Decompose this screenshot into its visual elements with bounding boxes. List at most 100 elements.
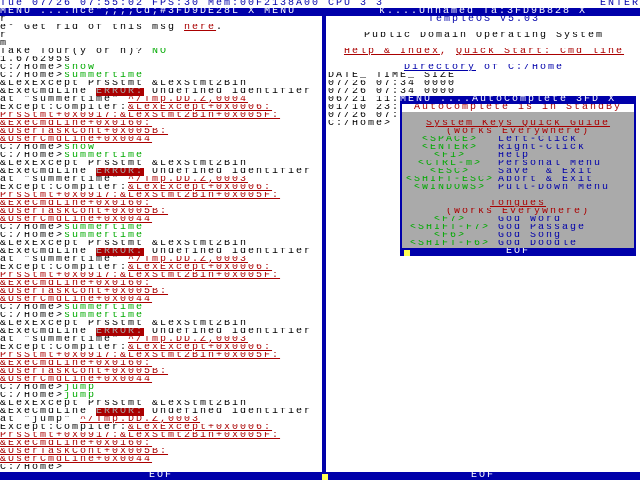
text-segment[interactable]: &LexStmt2Bin+0x005F:: [120, 432, 281, 440]
text-segment[interactable]: &ExeCmdLine+0x0160:: [0, 360, 153, 368]
menu[interactable]: MENU: [0, 8, 33, 16]
text-line: PrsStmt+0x0917:&LexStmt2Bin+0x005F:: [0, 432, 322, 440]
right-window: TempleOS V5.03 Public Domain Operating Sy…: [328, 16, 640, 472]
text-segment[interactable]: &LexExcept+0x0006:: [128, 104, 273, 112]
text-line: Except:Compiler:&LexExcept+0x0006:: [0, 104, 322, 112]
text-segment[interactable]: PrsStmt+0x0917:: [0, 352, 121, 360]
text-segment[interactable]: Tongues: [489, 200, 546, 208]
text-segment: ERROR:: [96, 328, 145, 336]
text-segment[interactable]: &ExeCmdLine+0x0160:: [0, 280, 153, 288]
text-segment: 07/26 07:34 0000: [328, 80, 457, 88]
text-segment[interactable]: Quick Start: Cmd line: [456, 48, 625, 56]
text-segment: Except:Compiler:: [0, 424, 129, 432]
text-segment[interactable]: System Keys Quick Guide: [425, 120, 611, 128]
text-line: <CTRL-m> Personal Menu: [402, 160, 634, 168]
text-segment[interactable]: PrsStmt+0x0917:: [0, 192, 121, 200]
text-line: &ExeCmdLine ERROR: Undefined identifier: [0, 88, 322, 96]
text-segment: C:/Home>: [0, 232, 65, 240]
text-line: &LexExcept PrsStmt &LexStmt2Bin: [0, 400, 322, 408]
text-segment[interactable]: &UserTaskCont+0x005B:: [0, 368, 169, 376]
text-line: PrsStmt+0x0917:&LexStmt2Bin+0x005F:: [0, 352, 322, 360]
text-segment[interactable]: &LexExcept+0x0006:: [128, 264, 273, 272]
text-segment: at "jump": [0, 416, 81, 424]
text-segment[interactable]: Help & Index: [343, 48, 440, 56]
text-line: r: [0, 16, 322, 24]
text-segment[interactable]: &LexStmt2Bin+0x005F:: [120, 352, 281, 360]
text-segment: &LexExcept PrsStmt &LexStmt2Bin: [0, 400, 249, 408]
text-segment[interactable]: PrsStmt+0x0917:: [0, 272, 121, 280]
text-segment[interactable]: &ExeCmdLine+0x0160:: [0, 200, 153, 208]
text-line: &UserCmdLine+0x0044: [0, 216, 322, 224]
text-line: PrsStmt+0x0917:&LexStmt2Bin+0x005F:: [0, 112, 322, 120]
text-segment[interactable]: &LexExcept+0x0006:: [128, 424, 273, 432]
text-segment[interactable]: &UserCmdLine+0x0044: [0, 376, 153, 384]
text-segment[interactable]: ^/Tmp.DD.Z,0003: [128, 176, 249, 184]
text-line: Help & Index, Quick Start: Cmd line: [328, 48, 640, 56]
text-segment: God Passage: [498, 224, 587, 232]
text-segment[interactable]: PrsStmt+0x0917:: [0, 112, 121, 120]
text-line: &UserTaskCont+0x005B:: [0, 448, 322, 456]
text-segment[interactable]: &ExeCmdLine+0x0160:: [0, 440, 153, 448]
status-text: Tue 07/26 07:55:02 FPS:30 Mem:00F2138A00…: [0, 0, 385, 8]
text-segment[interactable]: &UserTaskCont+0x005B:: [0, 128, 169, 136]
menu[interactable]: MENU: [400, 96, 433, 104]
text-line: <F7> God Word: [402, 216, 634, 224]
left-window: r e* Get rid of this msg here. r m Take Tour…: [0, 16, 322, 472]
text-segment: (Works Everywhere): [445, 128, 591, 136]
close-button[interactable]: X: [608, 96, 617, 104]
text-segment[interactable]: Directory: [403, 64, 476, 72]
text-segment[interactable]: &LexStmt2Bin+0x005F:: [120, 192, 281, 200]
text-segment[interactable]: &UserTaskCont+0x005B:: [0, 288, 169, 296]
text-line: &LexExcept PrsStmt &LexStmt2Bin: [0, 160, 322, 168]
text-line: <WINDOWS> Pull-Down Menu: [402, 184, 634, 192]
text-segment[interactable]: &LexExcept+0x0006:: [128, 344, 273, 352]
text-line: Except:Compiler:&LexExcept+0x0006:: [0, 424, 322, 432]
text-line: <SHIFT-F7> God Passage: [402, 224, 634, 232]
text-segment[interactable]: ^/Tmp.DD.Z,0003: [128, 256, 249, 264]
text-segment: m: [0, 40, 9, 48]
close-button[interactable]: X: [579, 8, 588, 16]
text-segment: summertime: [64, 72, 145, 80]
text-segment[interactable]: ^/Tmp.DD.Z,0003: [80, 416, 201, 424]
text-segment[interactable]: &UserTaskCont+0x005B:: [0, 448, 169, 456]
text-line: <ESC> Save & Exit: [402, 168, 634, 176]
text-segment: Help: [498, 152, 531, 160]
text-line: Except:Compiler:&LexExcept+0x0006:: [0, 344, 322, 352]
right-footer: EOF: [326, 472, 640, 480]
text-segment: 06/21 11:: [328, 96, 401, 104]
text-line: &ExeCmdLine ERROR: Undefined identifier: [0, 248, 322, 256]
text-segment[interactable]: ^/Tmp.DD.Z,0003: [128, 336, 249, 344]
text-segment[interactable]: &LexStmt2Bin+0x005F:: [120, 112, 281, 120]
text-segment: C:/Home>: [0, 304, 65, 312]
text-line: &LexExcept PrsStmt &LexStmt2Bin: [0, 320, 322, 328]
text-line: <SPACE> Left-Click: [402, 136, 634, 144]
text-line: &ExeCmdLine ERROR: Undefined identifier: [0, 328, 322, 336]
text-segment[interactable]: &UserCmdLine+0x0044: [0, 216, 153, 224]
text-line: <ENTER> Right-Click: [402, 144, 634, 152]
text-segment[interactable]: &LexExcept+0x0006:: [128, 184, 273, 192]
text-segment: DATE_ TIME_ SIZE: [328, 72, 457, 80]
text-segment[interactable]: &UserCmdLine+0x0044: [0, 136, 153, 144]
text-segment: NO: [152, 48, 169, 56]
text-segment: snow: [64, 64, 97, 72]
corner-handle: [322, 474, 328, 480]
close-button[interactable]: X: [248, 8, 257, 16]
text-line: &UserTaskCont+0x005B:: [0, 288, 322, 296]
text-line: <F1> Help: [402, 152, 634, 160]
text-segment: of C:/Home: [476, 64, 565, 72]
window-title: k....Unnamed Ta:3FD9B828: [378, 8, 571, 16]
menu[interactable]: MENU: [264, 8, 297, 16]
text-segment[interactable]: &ExeCmdLine+0x0160:: [0, 120, 153, 128]
text-segment[interactable]: &UserCmdLine+0x0044: [0, 296, 153, 304]
text-segment[interactable]: ^/Tmp.DD.Z,0004: [128, 96, 249, 104]
text-segment[interactable]: PrsStmt+0x0917:: [0, 432, 121, 440]
text-segment[interactable]: &LexStmt2Bin+0x005F:: [120, 272, 281, 280]
text-segment[interactable]: &UserCmdLine+0x0044: [0, 456, 153, 464]
text-segment: <SHIFT-F7>: [409, 224, 490, 232]
text-segment[interactable]: here: [184, 24, 217, 32]
text-line: &UserCmdLine+0x0044: [0, 296, 322, 304]
autocomplete-footer: EOF: [400, 248, 636, 256]
text-line: at "summertime" ^/Tmp.DD.Z,0003: [0, 176, 322, 184]
text-segment[interactable]: &UserTaskCont+0x005B:: [0, 208, 169, 216]
text-line: &UserCmdLine+0x0044: [0, 456, 322, 464]
